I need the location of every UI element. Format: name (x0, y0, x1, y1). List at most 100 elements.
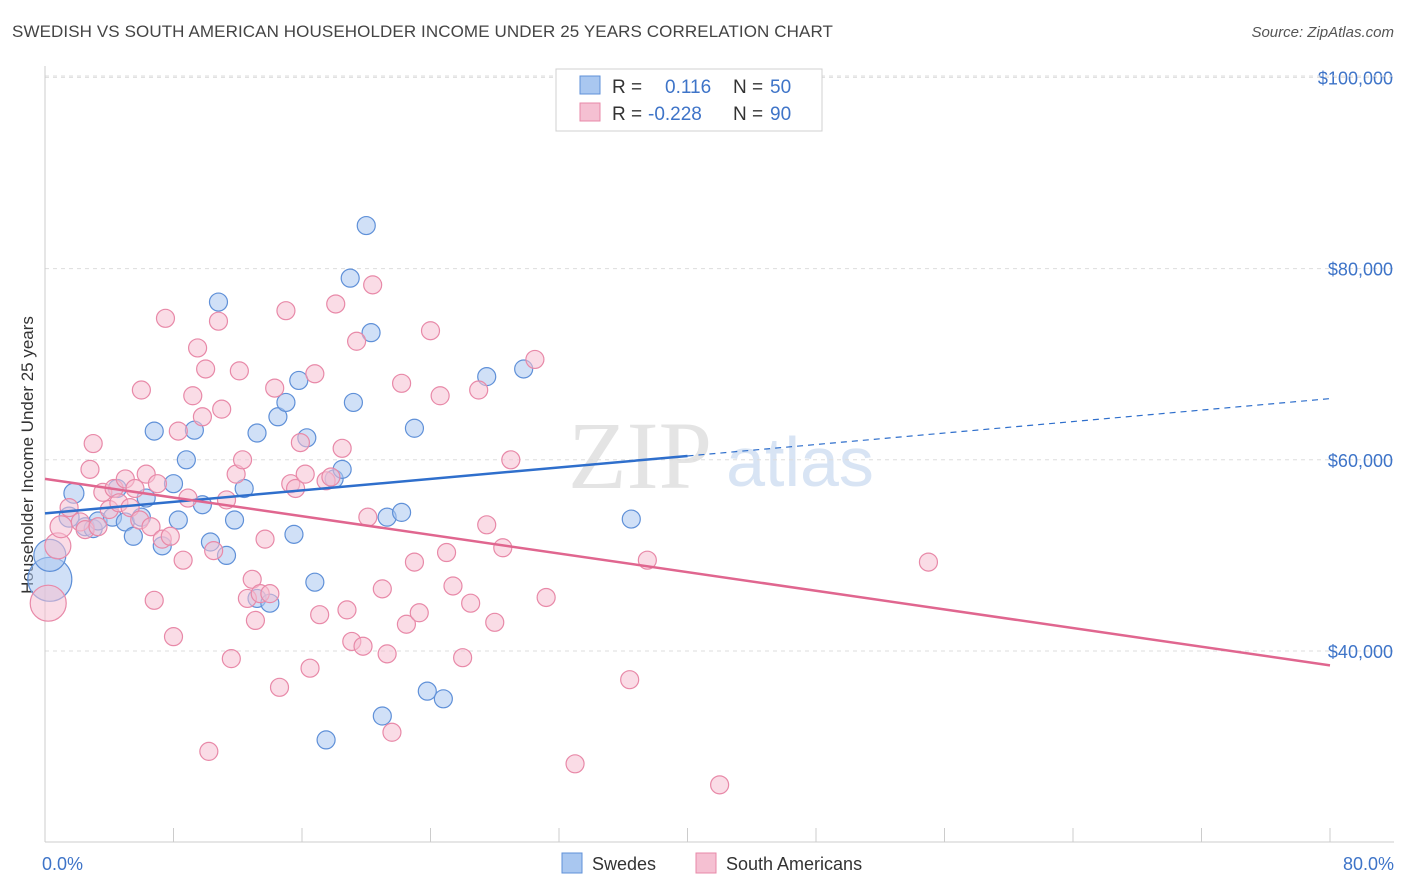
swedes-r-value: 0.116 (665, 77, 711, 98)
south-americans-point (83, 433, 103, 454)
trend-lines (44, 398, 1331, 667)
south-americans-point (196, 359, 216, 379)
south-americans-point (493, 538, 513, 558)
series-legend: Swedes South Americans (561, 852, 862, 874)
south-americans-point (80, 459, 100, 479)
south-americans-point (260, 584, 280, 604)
swedes-point (372, 706, 392, 726)
sa-r-label: R = (612, 104, 642, 125)
sa-n-value: 90 (770, 104, 791, 125)
south-americans-point (163, 627, 184, 647)
south-americans-point (144, 590, 164, 610)
south-americans-point (265, 378, 285, 398)
south-americans-point (155, 308, 176, 328)
south-americans-point (391, 373, 412, 393)
sa-legend-label: South Americans (726, 854, 862, 874)
swedes-point (404, 418, 425, 438)
south-americans-point (290, 432, 310, 453)
south-americans-point (469, 380, 489, 400)
south-americans-point (710, 775, 730, 795)
south-americans-point (453, 648, 473, 668)
axes (44, 66, 1394, 843)
chart-title: SWEDISH VS SOUTH AMERICAN HOUSEHOLDER IN… (12, 22, 834, 41)
south-americans-point (353, 636, 373, 656)
x-tick-label-min: 0.0% (42, 854, 83, 874)
south-americans-point (382, 722, 402, 742)
south-americans-point (477, 515, 497, 535)
south-americans-point (245, 610, 266, 631)
swedes-point (284, 524, 304, 544)
south-americans-point (208, 311, 229, 331)
sa-legend-swatch (579, 102, 601, 122)
swedes-point (289, 370, 309, 391)
south-americans-point (461, 593, 481, 613)
south-americans-point (187, 338, 208, 358)
x-tick-label-max: 80.0% (1343, 854, 1394, 874)
south-americans-point (326, 294, 346, 314)
south-americans-point (212, 399, 232, 419)
y-tick-label: $80,000 (1328, 260, 1393, 280)
swedes-n-value: 50 (770, 77, 791, 98)
south-americans-point (192, 407, 213, 427)
swedes-point (176, 450, 196, 470)
south-americans-point (242, 569, 262, 589)
south-americans-point (436, 542, 457, 563)
south-americans-point (160, 526, 180, 546)
south-americans-point (337, 600, 357, 620)
swedes-point (433, 689, 453, 709)
sa-n-label: N = (733, 104, 763, 125)
south-americans-point (305, 364, 325, 384)
south-americans-point (347, 331, 367, 351)
south-americans-trend-line (44, 477, 1331, 667)
swedes-point (340, 268, 360, 288)
south-americans-point (269, 677, 290, 697)
south-americans-point (485, 612, 505, 632)
source-note: Source: ZipAtlas.com (1251, 24, 1394, 41)
south-americans-point (147, 474, 168, 494)
y-tick-label: $40,000 (1328, 642, 1393, 662)
south-americans-point (420, 321, 441, 341)
south-americans-point (255, 529, 275, 549)
south-americans-point (501, 450, 521, 470)
south-americans-point (372, 579, 392, 599)
swedes-legend-label: Swedes (592, 854, 656, 874)
swedes-point (621, 509, 641, 529)
south-americans-point (363, 275, 383, 295)
south-americans-point (310, 605, 330, 625)
south-americans-point (358, 507, 378, 527)
south-americans-point (199, 741, 219, 761)
south-americans-point (409, 603, 429, 623)
south-americans-point (173, 550, 193, 570)
south-americans-point (404, 552, 425, 572)
data-points (27, 215, 939, 795)
south-americans-point (321, 467, 341, 487)
swedes-point (417, 681, 437, 701)
south-americans-point (285, 478, 306, 499)
south-americans-point (276, 301, 296, 321)
swedes-point (247, 423, 267, 443)
swedes-r-label: R = (612, 77, 642, 98)
south-americans-point (295, 464, 315, 484)
swedes-point (316, 730, 336, 750)
south-americans-point (204, 541, 224, 561)
south-americans-point (221, 649, 241, 669)
y-tick-label: $60,000 (1328, 451, 1393, 471)
south-americans-point (300, 658, 320, 678)
swedes-trend-line (44, 454, 688, 515)
south-americans-point (232, 450, 253, 470)
south-americans-point (525, 349, 545, 370)
south-americans-point (396, 614, 417, 634)
south-americans-point (168, 421, 188, 441)
south-americans-point (332, 438, 352, 458)
swedes-trend-extension (687, 398, 1331, 457)
swedes-point (144, 421, 164, 441)
swedes-bottom-swatch (561, 852, 583, 874)
south-americans-point (565, 754, 585, 774)
south-americans-point (918, 552, 939, 572)
y-axis-title: Householder Income Under 25 years (18, 316, 37, 594)
swedes-point (224, 510, 245, 530)
south-americans-point (229, 361, 249, 381)
swedes-point (123, 526, 143, 546)
south-americans-point (430, 386, 450, 406)
